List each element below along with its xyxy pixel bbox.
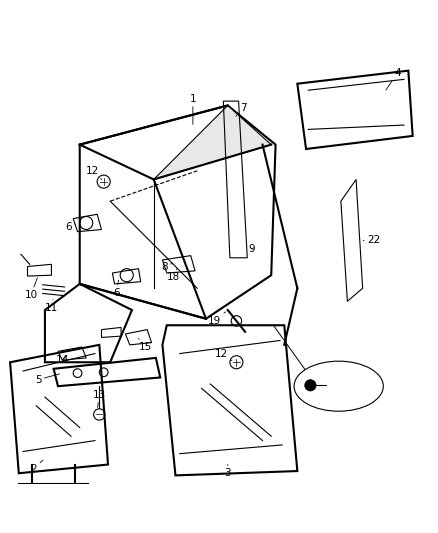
Text: 14: 14 [56, 355, 69, 365]
Text: 19: 19 [208, 312, 226, 326]
Text: 12: 12 [86, 166, 102, 180]
Text: 8: 8 [161, 262, 173, 271]
Ellipse shape [294, 361, 383, 411]
Text: 12: 12 [215, 349, 232, 361]
Text: 20: 20 [306, 390, 319, 400]
Text: 7: 7 [236, 103, 246, 116]
Polygon shape [154, 106, 271, 180]
Text: 13: 13 [93, 390, 106, 407]
Text: 2: 2 [31, 460, 43, 474]
Text: 3: 3 [224, 465, 231, 478]
Text: 21: 21 [343, 399, 356, 409]
Text: 6: 6 [113, 280, 120, 297]
Text: 11: 11 [45, 300, 58, 313]
Text: 9: 9 [248, 244, 255, 254]
Text: 10: 10 [25, 278, 38, 300]
Text: 18: 18 [167, 269, 180, 282]
Text: 22: 22 [363, 236, 380, 245]
Text: 15: 15 [138, 338, 152, 352]
Text: 1: 1 [190, 94, 196, 124]
Text: 4: 4 [386, 68, 401, 90]
Circle shape [305, 379, 316, 391]
Text: 6: 6 [66, 222, 75, 232]
Text: 5: 5 [35, 374, 60, 385]
